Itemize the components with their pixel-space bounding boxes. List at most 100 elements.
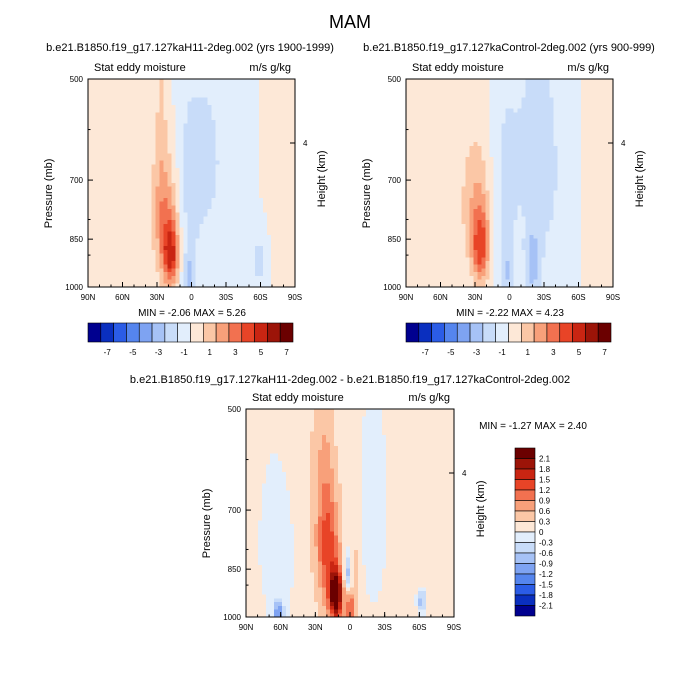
field-cell — [259, 223, 264, 229]
field-cell — [243, 220, 248, 225]
field-cell — [179, 93, 185, 99]
field-cell — [497, 257, 503, 262]
field-cell — [167, 108, 173, 114]
field-cell — [417, 79, 423, 84]
field-cell — [123, 186, 129, 192]
field-cell — [501, 227, 507, 232]
field-cell — [215, 168, 220, 173]
field-cell — [521, 220, 527, 225]
field-cell — [537, 153, 542, 158]
field-cell — [123, 194, 129, 199]
field-cell — [541, 201, 546, 206]
field-cell — [119, 86, 125, 91]
field-cell — [509, 279, 515, 284]
field-cell — [421, 168, 427, 173]
field-cell — [215, 171, 220, 177]
field-cell — [537, 112, 542, 117]
field-cell — [167, 216, 173, 221]
field-cell — [469, 190, 475, 195]
field-cell — [517, 279, 523, 284]
colorbar-swatch — [164, 322, 178, 343]
field-cell — [235, 157, 240, 162]
field-cell — [191, 127, 197, 132]
field-cell — [461, 246, 467, 251]
field-cell — [461, 231, 467, 236]
field-cell — [485, 105, 491, 110]
field-cell — [537, 90, 542, 95]
field-cell — [111, 253, 117, 258]
field-cell — [469, 168, 475, 173]
field-cell — [453, 108, 459, 114]
field-cell — [433, 235, 439, 240]
field-cell — [429, 131, 435, 136]
field-cell — [521, 186, 527, 192]
field-cell — [481, 242, 487, 247]
field-cell — [521, 279, 527, 284]
field-cell — [421, 223, 427, 229]
field-cell — [465, 257, 471, 262]
field-cell — [187, 201, 193, 206]
field-cell — [88, 264, 93, 270]
field-cell — [219, 171, 224, 177]
field-cell — [219, 231, 224, 236]
field-cell — [167, 97, 173, 102]
field-cell — [119, 108, 125, 114]
field-cell — [525, 194, 530, 199]
field-cell — [279, 149, 284, 154]
field-cell — [243, 257, 248, 262]
field-cell — [159, 283, 165, 288]
field-cell — [215, 157, 220, 162]
field-cell — [406, 171, 411, 177]
field-cell — [251, 201, 256, 206]
field-cell — [271, 157, 276, 162]
field-cell — [413, 145, 419, 151]
field-cell — [239, 275, 244, 281]
field-cell — [199, 82, 205, 88]
field-cell — [155, 142, 161, 147]
field-cell — [251, 142, 256, 147]
field-cell — [183, 272, 189, 277]
field-cell — [291, 90, 296, 95]
field-cell — [143, 116, 149, 121]
field-cell — [239, 112, 244, 117]
field-cell — [429, 108, 435, 114]
field-cell — [115, 105, 121, 110]
field-cell — [219, 283, 224, 288]
field-cell — [517, 275, 523, 281]
field-cell — [509, 283, 515, 288]
field-cell — [533, 264, 538, 270]
field-cell — [291, 190, 296, 195]
field-cell — [99, 216, 105, 221]
field-cell — [127, 93, 133, 99]
field-cell — [406, 261, 411, 266]
field-cell — [529, 268, 534, 273]
field-cell — [139, 268, 145, 273]
field-cell — [425, 246, 431, 251]
field-cell — [509, 164, 515, 169]
field-cell — [259, 194, 264, 199]
field-cell — [537, 145, 542, 151]
field-cell — [119, 90, 125, 95]
field-cell — [111, 108, 117, 114]
field-cell — [406, 216, 411, 221]
field-cell — [219, 82, 224, 88]
field-cell — [207, 216, 212, 221]
field-cell — [291, 209, 296, 214]
field-cell — [88, 93, 93, 99]
field-cell — [199, 164, 205, 169]
field-cell — [461, 153, 467, 158]
field-cell — [107, 235, 113, 240]
field-cell — [131, 149, 137, 154]
field-cell — [271, 275, 276, 281]
field-cell — [537, 205, 542, 210]
field-cell — [119, 220, 125, 225]
field-cell — [485, 223, 491, 229]
field-cell — [267, 183, 272, 188]
field-cell — [283, 175, 288, 180]
field-cell — [441, 238, 447, 244]
field-cell — [473, 82, 479, 88]
field-cell — [545, 186, 550, 192]
field-cell — [187, 101, 193, 106]
field-cell — [119, 209, 125, 214]
field-cell — [485, 194, 491, 199]
